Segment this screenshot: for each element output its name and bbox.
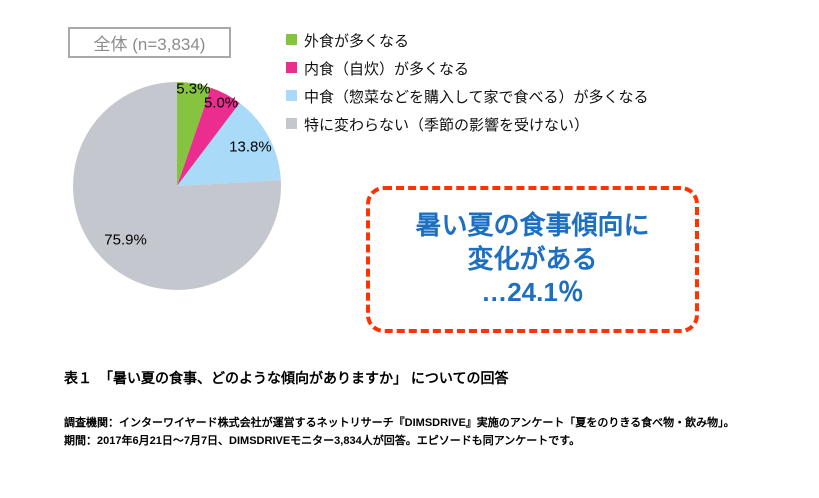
pie-percent-label: 5.0% xyxy=(203,94,239,112)
legend-item-home-cooking: 内食（自炊）が多くなる xyxy=(286,58,649,79)
legend-label: 内食（自炊）が多くなる xyxy=(304,61,470,78)
pie-percent-label: 5.3% xyxy=(176,80,211,98)
pie-percent-label: 75.9% xyxy=(104,231,147,249)
pie-slice xyxy=(177,103,281,186)
survey-footnote: 調査機関：インターワイヤード株式会社が運営するネットリサーチ『DIMSDRIVE… xyxy=(64,414,735,450)
legend-swatch-lightblue xyxy=(286,90,297,101)
chart-title-box: 全体 (n=3,834) xyxy=(68,27,231,58)
legend-item-eating-out: 外食が多くなる xyxy=(286,30,649,51)
pie-slice xyxy=(177,87,240,186)
legend-item-prepared-food: 中食（惣菜などを購入して家で食べる）が多くなる xyxy=(286,86,649,107)
pie-slice xyxy=(177,82,211,186)
legend-swatch-magenta xyxy=(286,62,297,73)
pie-percent-label: 13.8% xyxy=(229,138,272,156)
highlight-callout-box: 暑い夏の食事傾向に 変化がある …24.1％ xyxy=(366,186,699,333)
chart-legend: 外食が多くなる 内食（自炊）が多くなる 中食（惣菜などを購入して家で食べる）が多… xyxy=(286,30,649,135)
footnote-line-2: 期間：2017年6月21日～7月7日、DIMSDRIVEモニター3,834人が回… xyxy=(64,435,581,448)
pie-chart: 5.3% 5.0% 13.8% 75.9% xyxy=(67,76,287,296)
legend-label: 外食が多くなる xyxy=(304,33,410,50)
legend-label: 特に変わらない（季節の影響を受けない） xyxy=(304,117,590,134)
table-caption: 表１ 「暑い夏の食事、どのような傾向がありますか」 についての回答 xyxy=(64,370,509,386)
callout-line-3: …24.1％ xyxy=(481,277,584,308)
chart-title: 全体 (n=3,834) xyxy=(93,35,206,54)
callout-line-1: 暑い夏の食事傾向に xyxy=(415,209,650,240)
legend-item-no-change: 特に変わらない（季節の影響を受けない） xyxy=(286,114,649,135)
legend-swatch-gray xyxy=(286,118,297,129)
pie-slice xyxy=(73,82,282,290)
footnote-line-1: 調査機関：インターワイヤード株式会社が運営するネットリサーチ『DIMSDRIVE… xyxy=(64,417,735,429)
legend-swatch-green xyxy=(286,34,297,45)
legend-label: 中食（惣菜などを購入して家で食べる）が多くなる xyxy=(304,89,649,106)
callout-line-2: 変化がある xyxy=(467,243,598,274)
pie-svg xyxy=(73,82,282,290)
